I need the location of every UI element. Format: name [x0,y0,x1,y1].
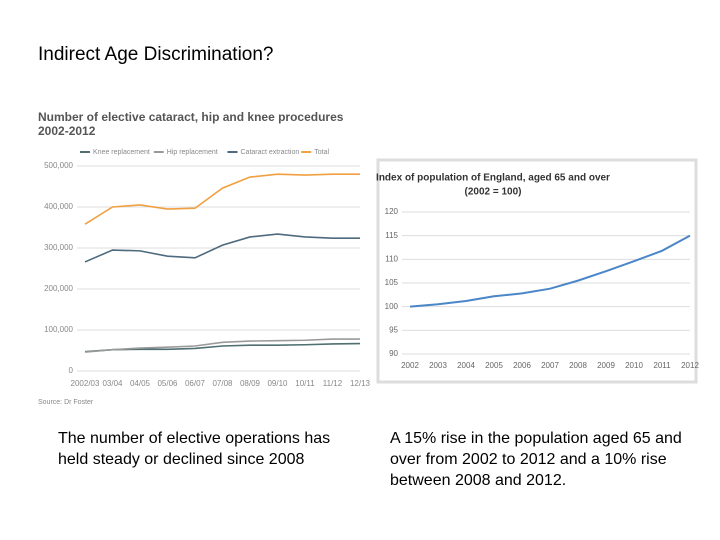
legend-label: Knee replacement [93,149,150,156]
source: Source: Dr Foster [38,399,94,406]
x-tick-label: 2002 [401,361,419,370]
x-tick-label: 06/07 [185,379,206,388]
y-tick-label: 120 [385,207,399,216]
line [84,342,361,353]
line [409,234,691,308]
x-tick-label: 2002/03 [71,379,100,388]
line [84,173,360,225]
x-tick-label: 08/09 [240,379,261,388]
x-tick-label: 2006 [513,361,531,370]
y-tick-label: 200,000 [44,284,73,293]
x-tick-label: 12/13 [350,379,371,388]
x-tick-label: 2010 [625,361,643,370]
line [84,233,360,263]
line [84,338,360,353]
x-tick-label: 04/05 [130,379,151,388]
x-tick-label: 2009 [597,361,615,370]
chart-subtitle: 2002-2012 [38,124,96,138]
y-tick-label: 500,000 [44,161,73,170]
chart-frame [376,158,698,384]
chart-title: Index of population of England, aged 65 … [376,173,610,184]
x-tick-label: 2004 [457,361,475,370]
slide-title: Indirect Age Discrimination? [38,44,274,65]
y-tick-label: 115 [385,231,398,240]
y-tick-label: 90 [389,349,398,358]
x-tick-label: 2008 [569,361,587,370]
x-tick-label: 07/08 [212,379,233,388]
x-tick-label: 2011 [653,361,671,370]
x-tick-label: 2005 [485,361,503,370]
y-tick-label: 300,000 [44,243,73,252]
x-tick-label: 03/04 [102,379,123,388]
caption: The number of elective operations has he… [58,430,331,468]
y-tick-label: 100,000 [44,325,73,334]
legend-label: Total [314,149,329,156]
legend-label: Cataract extraction [241,149,300,156]
y-tick-label: 400,000 [44,202,73,211]
x-tick-label: 2007 [541,361,559,370]
x-tick-label: 05/06 [157,379,178,388]
x-tick-label: 2003 [429,361,447,370]
y-tick-label: 0 [69,366,74,375]
x-tick-label: 09/10 [267,379,288,388]
y-tick-label: 110 [385,254,398,263]
y-tick-label: 95 [389,325,398,334]
x-tick-label: 11/12 [323,379,343,388]
legend-label: Hip replacement [167,149,218,156]
x-tick-label: 10/11 [295,379,315,388]
x-tick-label: 2012 [681,361,699,370]
y-tick-label: 100 [385,302,399,311]
y-tick-label: 105 [385,278,399,287]
chart-title: Number of elective cataract, hip and kne… [38,110,344,124]
chart-subtitle: (2002 = 100) [465,187,522,198]
caption: A 15% rise in the population aged 65 and… [390,430,682,489]
